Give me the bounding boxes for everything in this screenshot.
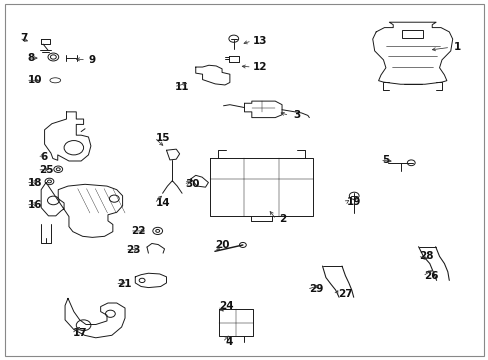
Text: 15: 15	[156, 133, 170, 143]
Text: 22: 22	[131, 226, 145, 236]
Text: 7: 7	[20, 33, 27, 43]
Text: 20: 20	[215, 240, 229, 250]
Text: 23: 23	[126, 245, 141, 255]
Bar	[401, 30, 423, 38]
Text: 18: 18	[27, 178, 42, 188]
Text: 12: 12	[253, 62, 267, 72]
Text: 28: 28	[418, 251, 433, 261]
Text: 13: 13	[253, 36, 267, 46]
Text: 27: 27	[337, 289, 352, 299]
Text: 8: 8	[27, 53, 35, 63]
Text: 30: 30	[184, 179, 199, 189]
Text: 21: 21	[117, 279, 131, 289]
Text: 16: 16	[27, 200, 42, 210]
Text: 11: 11	[175, 82, 189, 92]
Text: 5: 5	[381, 155, 388, 165]
Text: 24: 24	[219, 301, 233, 311]
Text: 14: 14	[156, 198, 170, 208]
Text: 6: 6	[41, 152, 48, 162]
Text: 25: 25	[39, 165, 53, 175]
Text: 1: 1	[453, 42, 461, 52]
Text: 29: 29	[308, 284, 323, 294]
Text: 10: 10	[27, 75, 42, 85]
Text: 2: 2	[279, 215, 286, 224]
Text: 4: 4	[225, 337, 233, 347]
Text: 19: 19	[346, 197, 361, 207]
Text: 9: 9	[88, 55, 95, 65]
Text: 17: 17	[73, 328, 87, 338]
Text: 26: 26	[423, 271, 438, 281]
Text: 3: 3	[293, 111, 300, 121]
